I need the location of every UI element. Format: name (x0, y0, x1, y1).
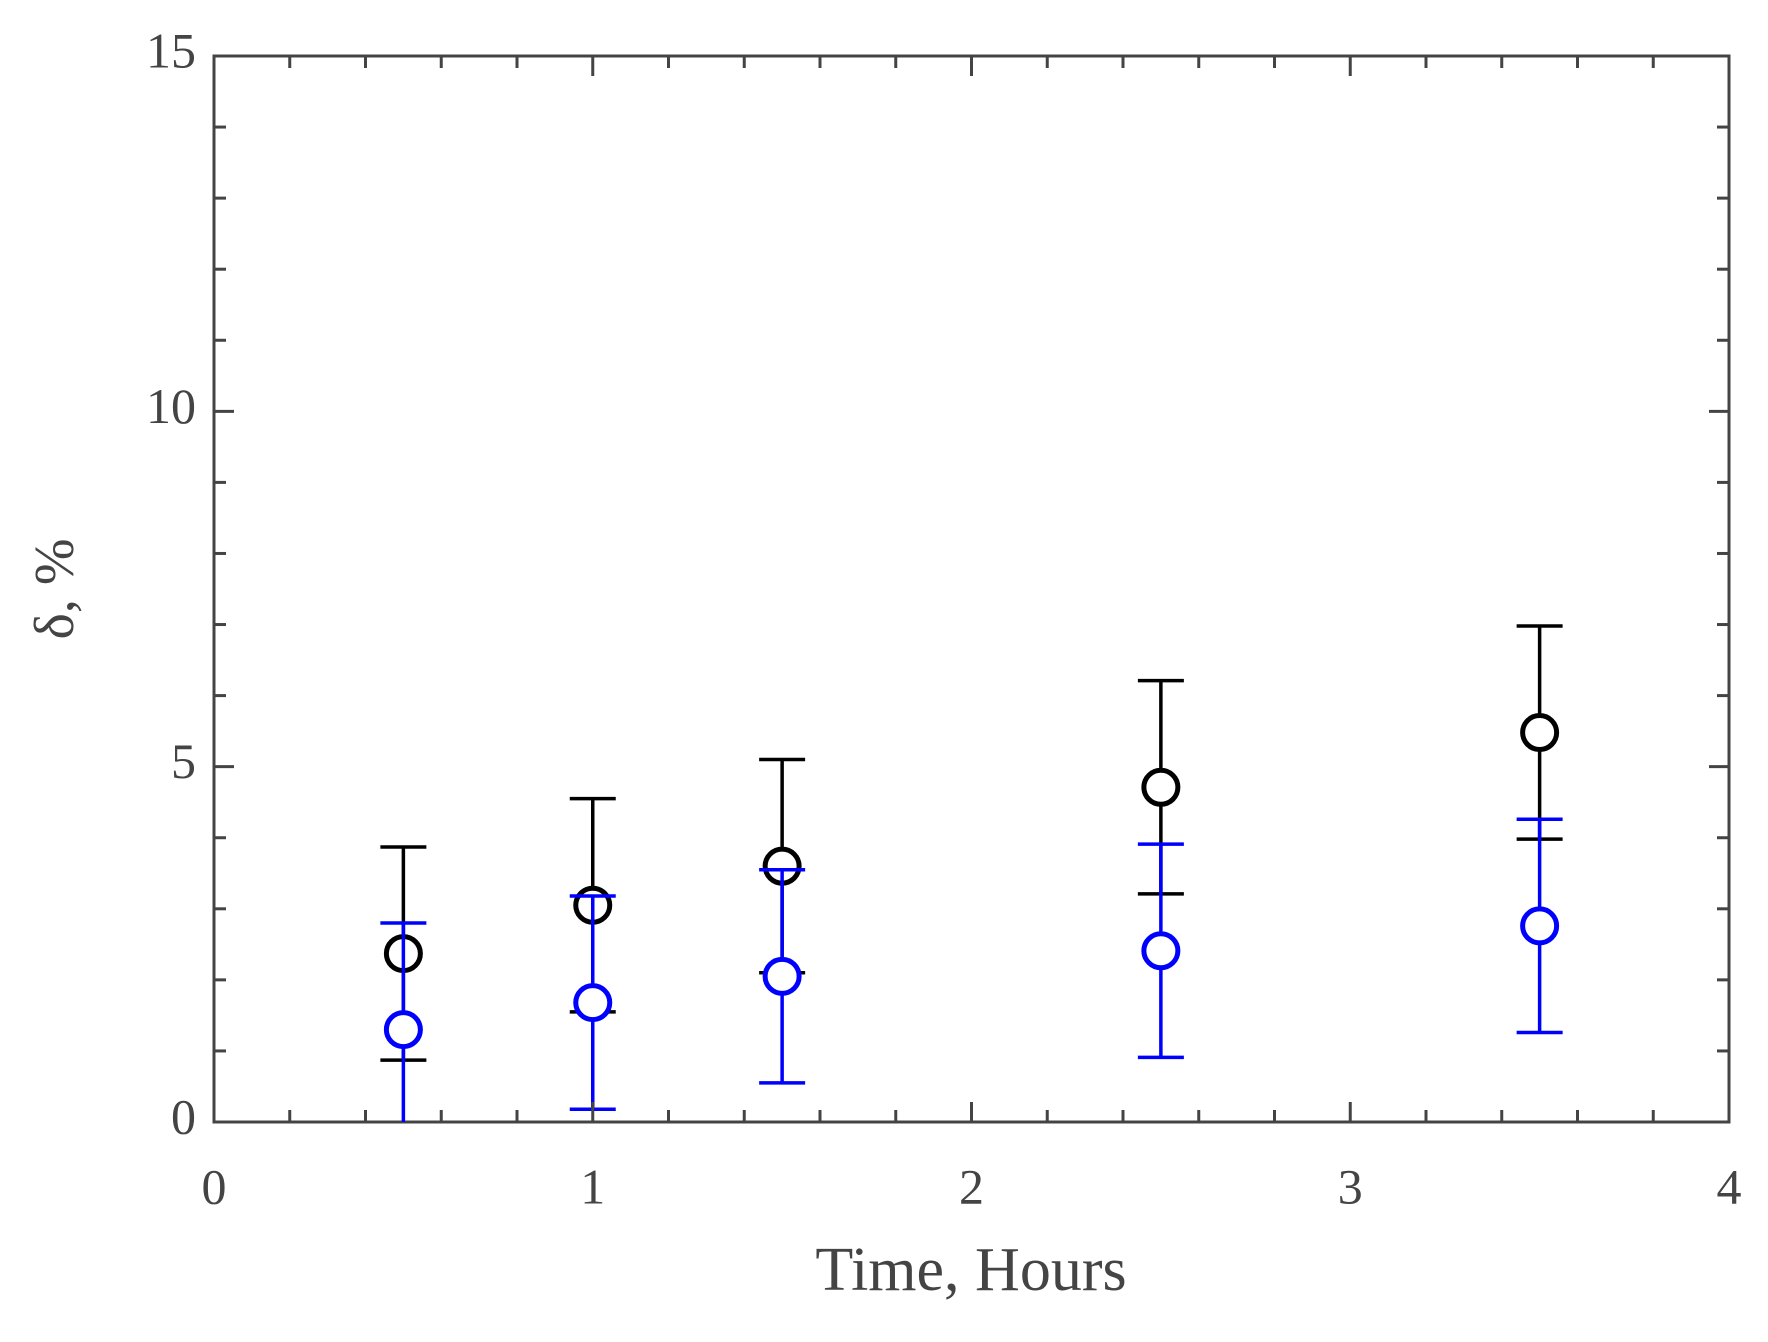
x-tick-label: 4 (1717, 1158, 1742, 1214)
data-point (1141, 931, 1181, 971)
y-tick-label: 10 (146, 378, 196, 434)
data-point (1520, 906, 1560, 946)
data-point (573, 983, 613, 1023)
y-tick-label: 0 (171, 1088, 196, 1144)
data-point (1520, 713, 1560, 753)
y-axis-label: δ, % (24, 538, 86, 639)
y-tick-label: 5 (171, 733, 196, 789)
data-point (383, 1010, 423, 1050)
x-tick-label: 0 (202, 1158, 227, 1214)
plot-frame (212, 54, 1731, 1124)
plot-area (380, 624, 1563, 1122)
y-tick-label: 15 (146, 22, 196, 78)
x-axis-label: Time, Hours (815, 1236, 1126, 1304)
x-tick-label: 3 (1338, 1158, 1363, 1214)
x-tick-label: 2 (959, 1158, 984, 1214)
x-tick-label: 1 (580, 1158, 605, 1214)
data-point (1141, 767, 1181, 807)
data-point (762, 956, 802, 996)
